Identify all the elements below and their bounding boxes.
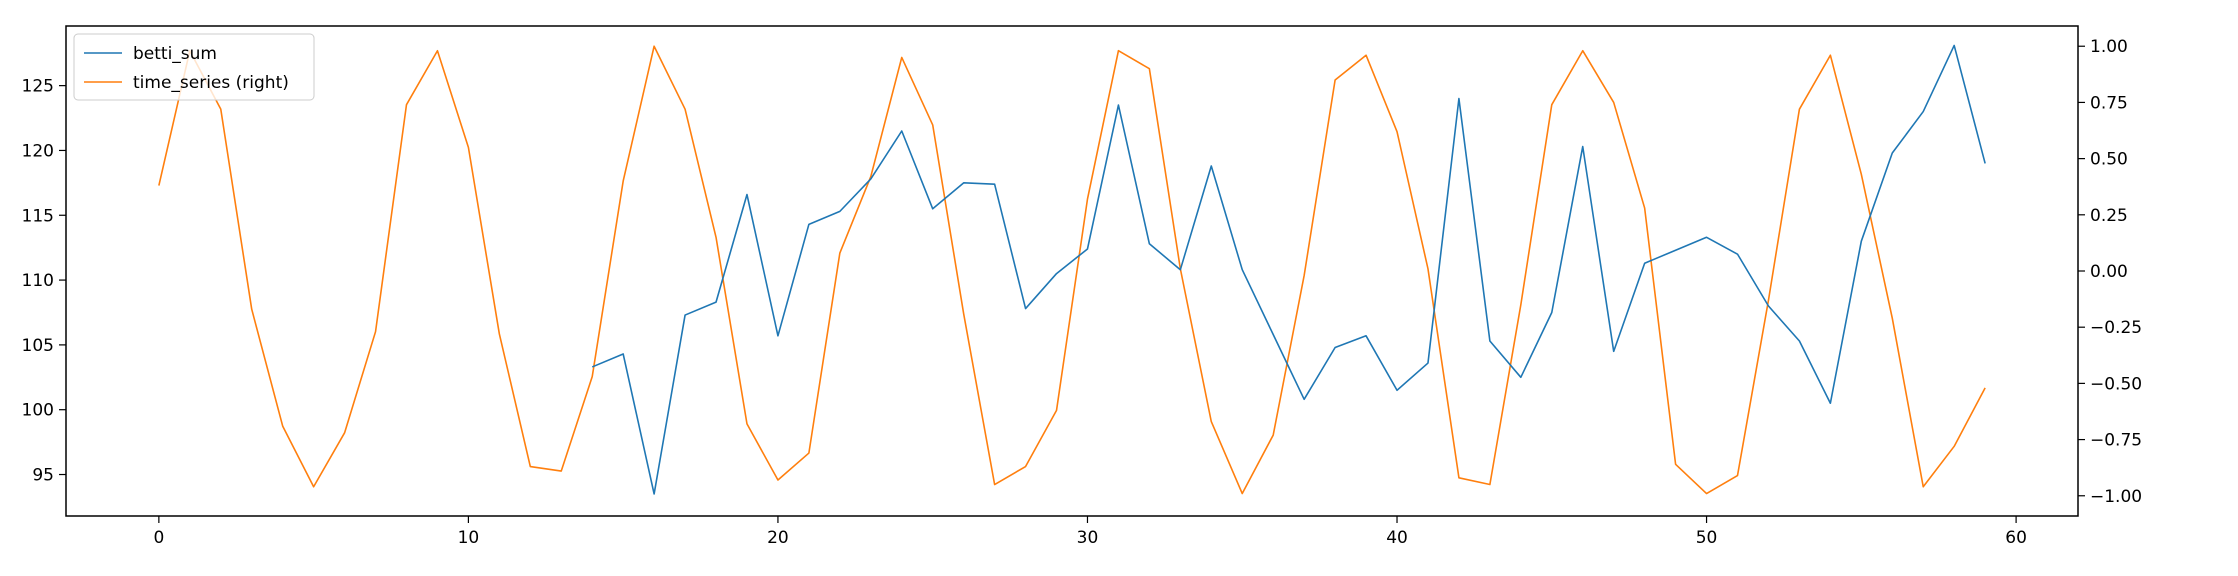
y-axis-right: −1.00 −0.75 −0.50 −0.25 0.00 0.25 0.50 0.75 1.00: [2078, 37, 2142, 507]
x-tick-label: 0: [153, 528, 164, 548]
y-right-tick-label: −0.75: [2090, 431, 2142, 451]
y-left-tick-label: 100: [22, 401, 54, 421]
y-right-tick-label: −1.00: [2090, 487, 2142, 507]
y-right-tick-label: −0.25: [2090, 318, 2142, 338]
y-right-tick-label: −0.50: [2090, 374, 2142, 394]
y-left-tick-label: 125: [22, 77, 54, 97]
y-right-tick-label: 1.00: [2090, 37, 2128, 57]
y-axis-left: 95 100 105 110 115 120 125: [22, 77, 66, 486]
legend-label-betti-sum: betti_sum: [133, 44, 217, 64]
series-line-betti-sum: [591, 44, 1986, 495]
x-tick-label: 30: [1077, 528, 1099, 548]
x-tick-label: 10: [458, 528, 480, 548]
y-left-tick-label: 115: [22, 206, 54, 226]
y-left-tick-label: 110: [22, 271, 54, 291]
x-tick-label: 60: [2005, 528, 2027, 548]
plot-background: [66, 26, 2078, 516]
legend: betti_sum time_series (right): [73, 33, 315, 101]
x-tick-label: 20: [767, 528, 789, 548]
series-layer: [158, 44, 1986, 495]
series-line-time-series: [158, 45, 1986, 495]
y-right-tick-label: 0.25: [2090, 206, 2128, 226]
y-left-tick-label: 105: [22, 336, 54, 356]
y-right-tick-label: 0.00: [2090, 262, 2128, 282]
y-left-tick-label: 95: [32, 466, 54, 486]
y-right-tick-label: 0.50: [2090, 150, 2128, 170]
y-left-tick-label: 120: [22, 141, 54, 161]
legend-box: [73, 33, 315, 101]
x-axis: 0 10 20 30 40 50 60: [153, 516, 2027, 548]
legend-label-time-series: time_series (right): [133, 73, 289, 93]
y-right-tick-label: 0.75: [2090, 93, 2128, 113]
x-tick-label: 50: [1696, 528, 1718, 548]
x-tick-label: 40: [1386, 528, 1408, 548]
